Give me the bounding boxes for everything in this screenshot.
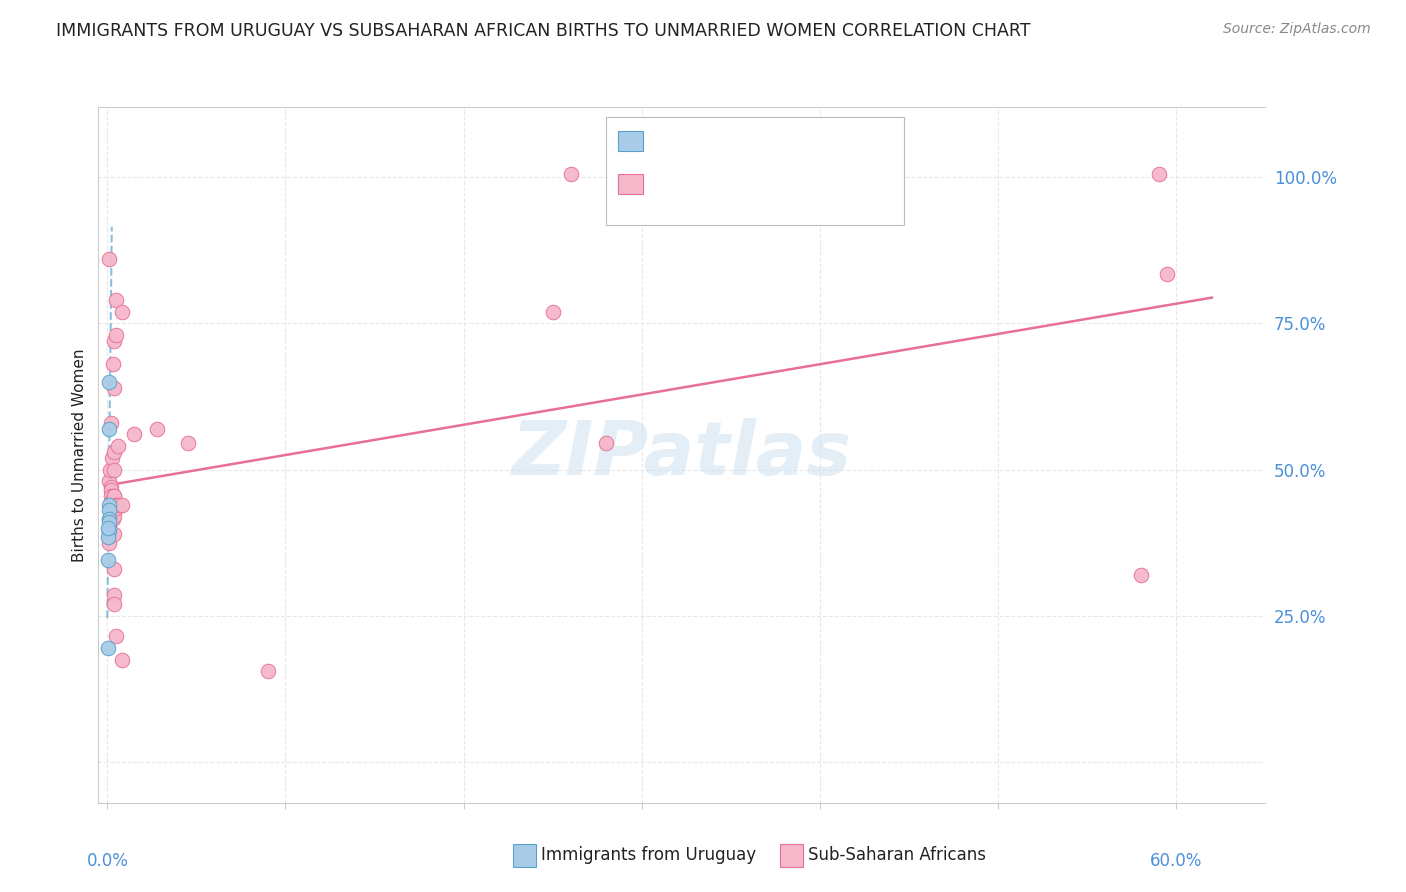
Point — [97, 553, 120, 567]
Point — [103, 489, 125, 503]
Point — [98, 524, 121, 538]
Y-axis label: Births to Unmarried Women: Births to Unmarried Women — [72, 348, 87, 562]
Point — [105, 498, 128, 512]
Point — [97, 530, 120, 544]
Point — [1129, 567, 1152, 582]
Point — [97, 422, 120, 436]
Point — [1147, 167, 1170, 181]
Text: 60.0%: 60.0% — [1150, 852, 1202, 870]
Point — [97, 512, 120, 526]
Point — [100, 489, 122, 503]
Point — [98, 530, 121, 544]
Point — [1156, 267, 1178, 281]
Point — [97, 252, 120, 266]
Point — [101, 507, 124, 521]
Point — [103, 597, 125, 611]
Text: IMMIGRANTS FROM URUGUAY VS SUBSAHARAN AFRICAN BIRTHS TO UNMARRIED WOMEN CORRELAT: IMMIGRANTS FROM URUGUAY VS SUBSAHARAN AF… — [56, 22, 1031, 40]
Point — [98, 535, 121, 549]
Point — [122, 427, 145, 442]
Point — [101, 494, 124, 508]
FancyBboxPatch shape — [617, 131, 644, 151]
FancyBboxPatch shape — [606, 118, 904, 226]
Point — [97, 503, 120, 517]
Point — [101, 357, 124, 371]
Point — [100, 500, 122, 515]
Point — [103, 462, 125, 476]
Point — [560, 167, 582, 181]
Point — [100, 494, 122, 508]
Point — [97, 515, 120, 529]
Point — [97, 498, 120, 512]
Point — [97, 640, 120, 655]
Point — [105, 629, 128, 643]
Point — [101, 507, 124, 521]
Point — [103, 562, 125, 576]
Point — [97, 521, 120, 535]
Point — [146, 422, 169, 436]
Point — [100, 480, 122, 494]
Text: 0.0%: 0.0% — [86, 852, 128, 870]
Point — [101, 500, 124, 515]
Point — [103, 526, 125, 541]
Point — [105, 328, 128, 343]
Point — [101, 494, 124, 508]
Point — [256, 665, 278, 679]
Point — [103, 494, 125, 508]
Text: Sub-Saharan Africans: Sub-Saharan Africans — [808, 847, 987, 864]
Point — [103, 503, 125, 517]
Point — [103, 381, 125, 395]
Point — [100, 416, 122, 430]
Point — [103, 489, 125, 503]
Point — [98, 521, 121, 535]
Point — [103, 588, 125, 602]
Text: R = 0.569   N = 57: R = 0.569 N = 57 — [652, 178, 824, 196]
Point — [105, 293, 128, 307]
Text: Immigrants from Uruguay: Immigrants from Uruguay — [541, 847, 756, 864]
Point — [176, 436, 198, 450]
Point — [107, 439, 129, 453]
Point — [595, 436, 617, 450]
Point — [100, 509, 122, 524]
Point — [110, 304, 132, 318]
FancyBboxPatch shape — [617, 174, 644, 194]
Point — [97, 375, 120, 389]
Point — [98, 462, 121, 476]
Point — [103, 509, 125, 524]
Point — [103, 445, 125, 459]
Point — [110, 652, 132, 666]
Point — [98, 512, 121, 526]
Point — [98, 474, 121, 488]
Point — [100, 483, 122, 497]
Text: ZIPatlas: ZIPatlas — [512, 418, 852, 491]
Point — [97, 524, 120, 538]
Point — [103, 334, 125, 348]
Point — [101, 512, 124, 526]
Text: Source: ZipAtlas.com: Source: ZipAtlas.com — [1223, 22, 1371, 37]
Text: R = 0.310   N = 11: R = 0.310 N = 11 — [652, 135, 823, 153]
Point — [107, 498, 129, 512]
Point — [101, 450, 124, 465]
Point — [541, 304, 564, 318]
Point — [105, 500, 128, 515]
Point — [101, 500, 124, 515]
Point — [110, 498, 132, 512]
